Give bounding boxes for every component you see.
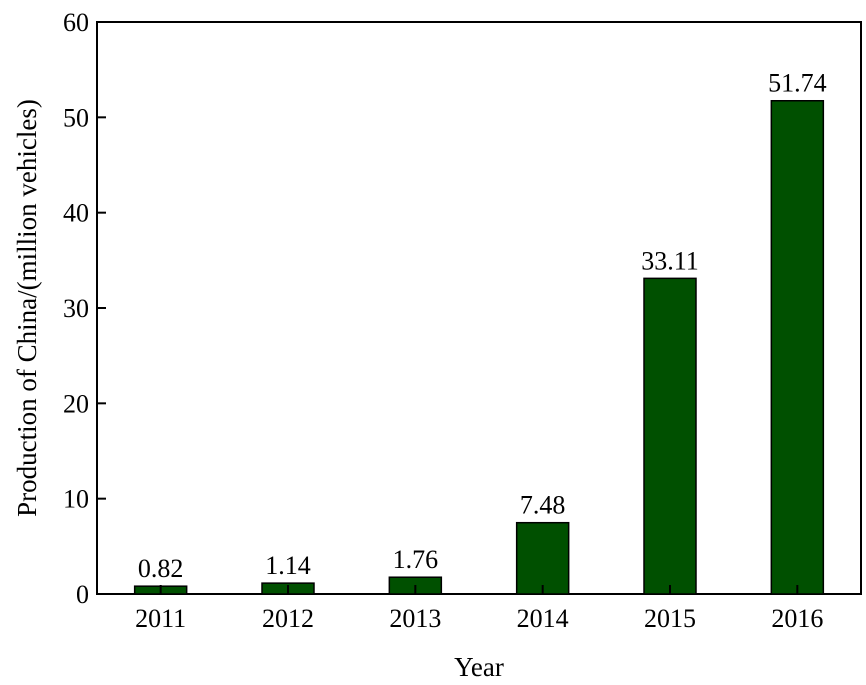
data-label-2014: 7.48: [520, 491, 566, 520]
bar-2014: [515, 521, 570, 595]
x-tick-label-2012: 2012: [262, 604, 314, 633]
data-label-2011: 0.82: [138, 554, 184, 583]
y-tick-label-40: 40: [63, 199, 89, 228]
data-label-2012: 1.14: [265, 551, 311, 580]
data-label-2015: 33.11: [641, 246, 699, 275]
y-axis-title: Production of China/(million vehicles): [12, 99, 42, 517]
x-tick-label-2013: 2013: [389, 604, 441, 633]
x-tick-label-2014: 2014: [517, 604, 569, 633]
y-tick-label-60: 60: [63, 8, 89, 37]
x-tick-label-2011: 2011: [135, 604, 186, 633]
y-tick-label-20: 20: [63, 389, 89, 418]
y-tick-label-0: 0: [76, 580, 89, 609]
data-label-2013: 1.76: [393, 545, 439, 574]
bar-2016: [770, 99, 825, 595]
plot-frame: [96, 21, 862, 595]
y-tick-label-10: 10: [63, 485, 89, 514]
y-tick-label-50: 50: [63, 103, 89, 132]
plot-area: 0 10 20 30 40 50 60 2011 0.82 2012 1.14 2013 1.76 201…: [63, 8, 862, 633]
x-axis-title: Year: [454, 652, 504, 682]
x-tick-label-2015: 2015: [644, 604, 696, 633]
y-tick-label-30: 30: [63, 294, 89, 323]
bar-2015: [643, 277, 697, 595]
x-tick-label-2016: 2016: [771, 604, 823, 633]
data-label-2016: 51.74: [768, 69, 827, 98]
